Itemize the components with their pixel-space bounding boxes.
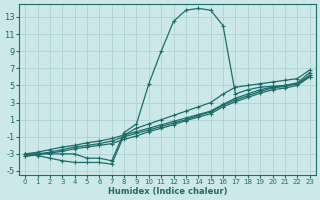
X-axis label: Humidex (Indice chaleur): Humidex (Indice chaleur) xyxy=(108,187,227,196)
